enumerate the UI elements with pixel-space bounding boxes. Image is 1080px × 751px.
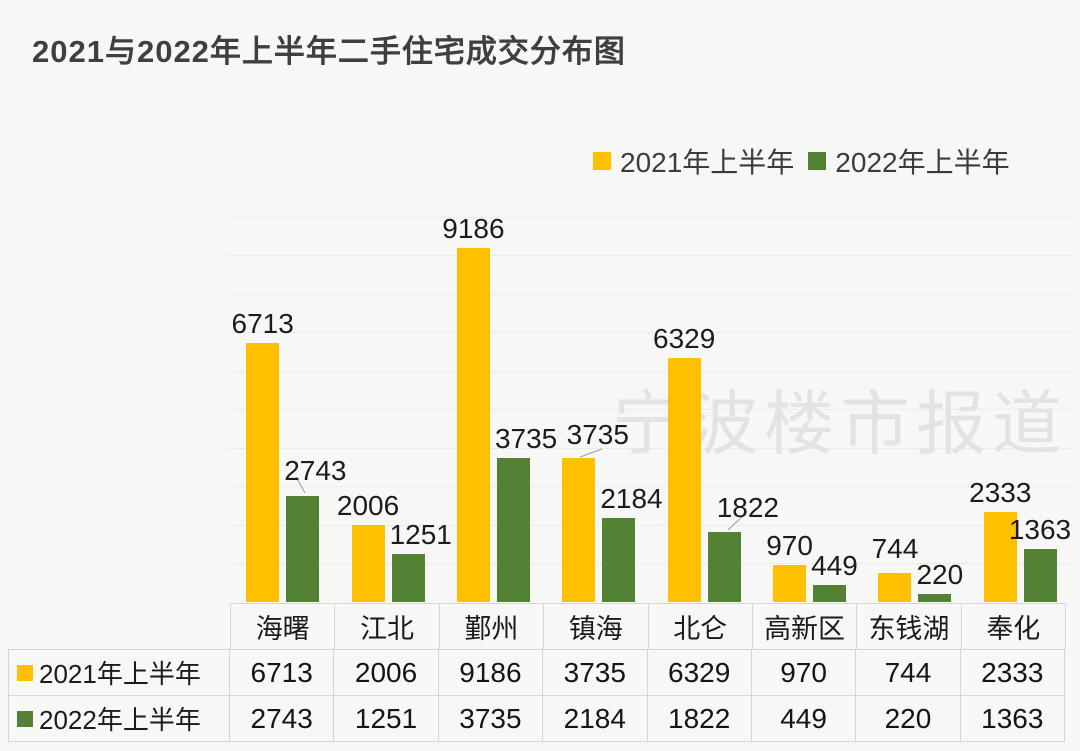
table-value-cell: 6713 — [229, 649, 335, 696]
category-header-cell: 江北 — [334, 603, 440, 650]
series-swatch-icon — [17, 664, 33, 681]
bar-奉化-2022年上半年 — [1023, 549, 1057, 602]
bar-奉化-2021年上半年 — [983, 512, 1017, 602]
table-row: 2021年上半年 6713 2006 9186 3735 6329 970 744 2333 — [8, 649, 1065, 696]
value-label: 1251 — [389, 518, 452, 550]
value-label: 9186 — [442, 213, 505, 244]
gridline — [227, 332, 1073, 334]
category-header-cell: 东钱湖 — [856, 603, 962, 650]
bar-江北-2022年上半年 — [391, 553, 425, 602]
bar-镇海-2022年上半年 — [602, 517, 636, 602]
bar-海曙-2021年上半年 — [246, 343, 280, 602]
table-value-cell: 3735 — [542, 649, 648, 696]
legend-item: 2022年上半年 — [808, 141, 1010, 181]
legend-label: 2021年上半年 — [620, 147, 795, 178]
gridline — [227, 255, 1073, 257]
value-label: 449 — [811, 549, 858, 581]
category-header-cell: 奉化 — [960, 603, 1066, 650]
gridline — [227, 524, 1073, 526]
value-label: 2333 — [969, 477, 1032, 509]
category-header-cell: 高新区 — [751, 603, 858, 650]
bar-高新区-2022年上半年 — [813, 584, 847, 602]
legend-swatch-icon — [593, 152, 611, 170]
gridline — [227, 447, 1073, 449]
table-value-cell: 1251 — [333, 695, 439, 742]
value-label: 970 — [766, 529, 813, 561]
bar-东钱湖-2021年上半年 — [878, 573, 912, 602]
value-label: 1822 — [716, 491, 779, 523]
value-label: 744 — [871, 533, 919, 565]
table-row: 海曙 江北 鄞州 镇海 北仑 高新区 东钱湖 奉化 — [230, 603, 1066, 650]
category-header-cell: 鄞州 — [438, 603, 545, 650]
table-value-cell: 2743 — [229, 695, 335, 742]
chart-title: 2021与2022年上半年二手住宅成交分布图 — [32, 34, 626, 69]
legend-swatch-icon — [808, 152, 827, 170]
gridline — [227, 293, 1073, 295]
bar-北仑-2022年上半年 — [707, 531, 741, 602]
bar-北仑-2021年上半年 — [667, 358, 701, 602]
bar-鄞州-2022年上半年 — [496, 458, 530, 602]
value-label: 2184 — [600, 482, 663, 514]
bar-海曙-2022年上半年 — [286, 496, 320, 602]
series-name: 2021年上半年 — [39, 659, 201, 689]
table-value-cell: 744 — [855, 649, 961, 696]
legend-item: 2021年上半年 — [593, 141, 794, 181]
bar-东钱湖-2022年上半年 — [918, 593, 952, 602]
bar-高新区-2021年上半年 — [773, 564, 807, 602]
category-header-cell: 镇海 — [543, 603, 649, 650]
gridline — [227, 409, 1073, 411]
gridline — [227, 563, 1073, 565]
table-value-cell: 2184 — [542, 695, 648, 742]
gridline — [227, 370, 1073, 372]
table-value-cell: 9186 — [437, 649, 544, 696]
bar-鄞州-2021年上半年 — [456, 248, 490, 602]
value-label: 1363 — [1008, 514, 1072, 546]
value-label: 2006 — [336, 489, 400, 521]
series-row-header: 2021年上半年 — [8, 649, 230, 696]
table-value-cell: 3735 — [437, 695, 544, 742]
value-label: 220 — [916, 558, 964, 590]
value-label: 3735 — [494, 423, 558, 455]
table-value-cell: 970 — [750, 649, 857, 696]
table-value-cell: 220 — [855, 695, 961, 742]
table-value-cell: 6329 — [646, 649, 752, 696]
bar-江北-2021年上半年 — [351, 524, 385, 602]
value-label: 2743 — [284, 455, 347, 487]
table-value-cell: 449 — [750, 695, 857, 742]
value-label: 6713 — [231, 308, 294, 340]
legend: 2021年上半年 2022年上半年 — [593, 141, 1010, 181]
gridline — [227, 486, 1073, 488]
series-row-header: 2022年上半年 — [8, 695, 230, 742]
legend-label: 2022年上半年 — [835, 147, 1010, 178]
value-label: 6329 — [653, 323, 716, 355]
series-swatch-icon — [17, 710, 33, 727]
table-value-cell: 2333 — [959, 649, 1065, 696]
table-value-cell: 1822 — [646, 695, 752, 742]
table-row: 2022年上半年 2743 1251 3735 2184 1822 449 220 1363 — [8, 695, 1065, 742]
category-header-cell: 北仑 — [647, 603, 753, 650]
table-value-cell: 2006 — [333, 649, 439, 696]
gridline — [227, 216, 1073, 218]
value-label: 3735 — [566, 419, 629, 451]
series-name: 2022年上半年 — [39, 705, 201, 735]
category-header-cell: 海曙 — [230, 603, 336, 650]
bar-镇海-2021年上半年 — [562, 458, 596, 602]
table-value-cell: 1363 — [959, 695, 1065, 742]
